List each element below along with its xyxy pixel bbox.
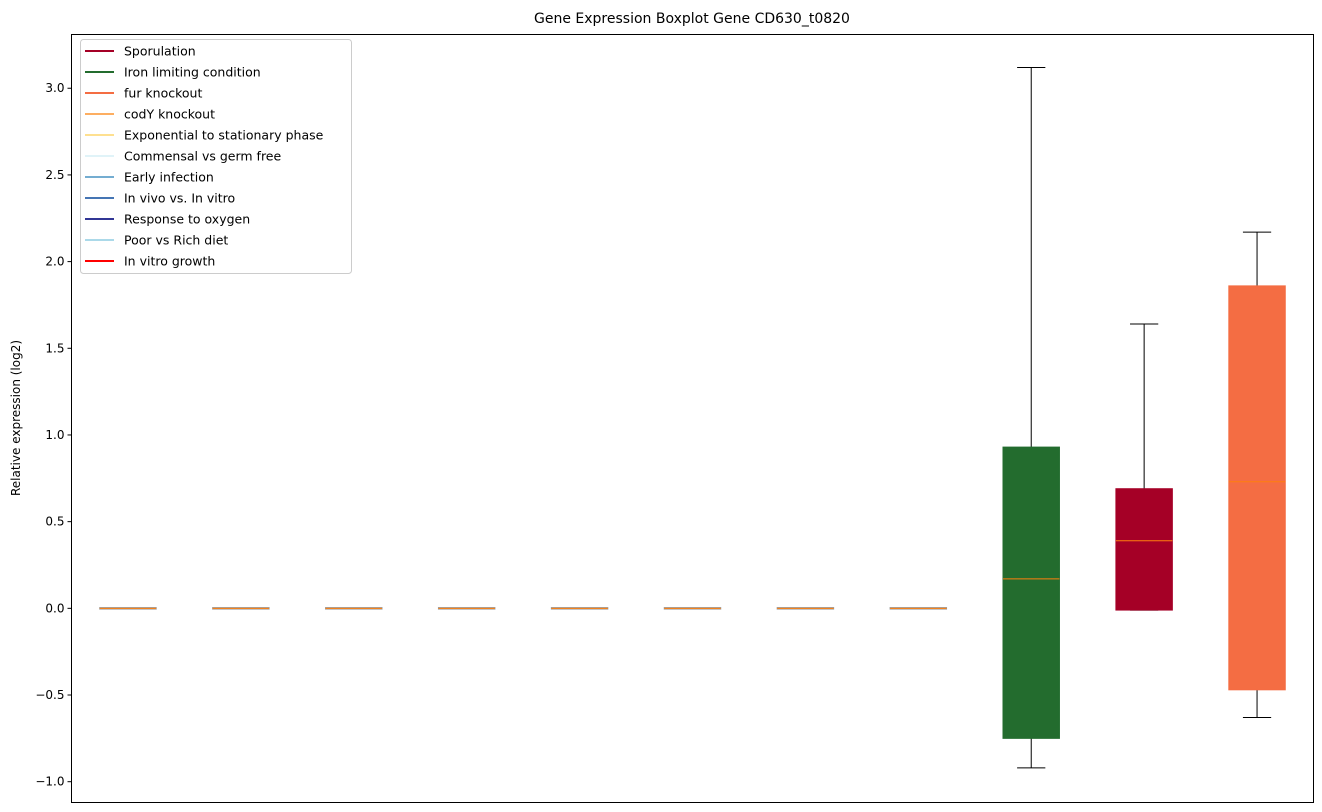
legend-label: Response to oxygen — [124, 212, 250, 227]
box — [1002, 446, 1060, 739]
y-tick-label: 2.0 — [45, 255, 64, 269]
box-group — [212, 607, 270, 610]
box-group — [437, 607, 496, 610]
box-group — [889, 607, 948, 610]
box-group — [550, 607, 609, 610]
y-tick-label: 2.5 — [45, 168, 64, 182]
y-tick-label: 0.5 — [45, 515, 64, 529]
legend-label: Iron limiting condition — [124, 65, 261, 80]
legend-label: Exponential to stationary phase — [124, 128, 324, 143]
box-group — [663, 607, 722, 610]
box-group — [776, 607, 835, 610]
box-group — [1115, 323, 1173, 611]
legend-label: fur knockout — [124, 86, 202, 101]
y-tick-label: 0.0 — [45, 601, 64, 615]
y-tick-label: 1.5 — [45, 341, 64, 355]
legend-label: In vitro growth — [124, 254, 215, 269]
chart-title: Gene Expression Boxplot Gene CD630_t0820 — [534, 11, 850, 27]
legend-label: Sporulation — [124, 44, 196, 59]
y-tick-label: −0.5 — [35, 688, 64, 702]
box-group — [1002, 66, 1060, 769]
box-group — [1228, 231, 1286, 719]
y-axis-label: Relative expression (log2) — [9, 340, 23, 496]
y-tick-label: −1.0 — [35, 775, 64, 789]
y-tick-label: 1.0 — [45, 428, 64, 442]
y-tick-label: 3.0 — [45, 81, 64, 95]
legend-label: Early infection — [124, 170, 214, 185]
box-group — [99, 607, 157, 610]
legend-label: codY knockout — [124, 107, 215, 122]
box-group — [325, 607, 383, 610]
legend-label: Poor vs Rich diet — [124, 233, 228, 248]
legend-label: In vivo vs. In vitro — [124, 191, 235, 206]
plot-frame — [71, 34, 1314, 803]
box — [1228, 285, 1286, 691]
legend-label: Commensal vs germ free — [124, 149, 281, 164]
legend-frame — [80, 39, 352, 274]
box — [1115, 488, 1173, 611]
legend: Sporulation Iron limiting condition fur kn… — [80, 39, 352, 274]
